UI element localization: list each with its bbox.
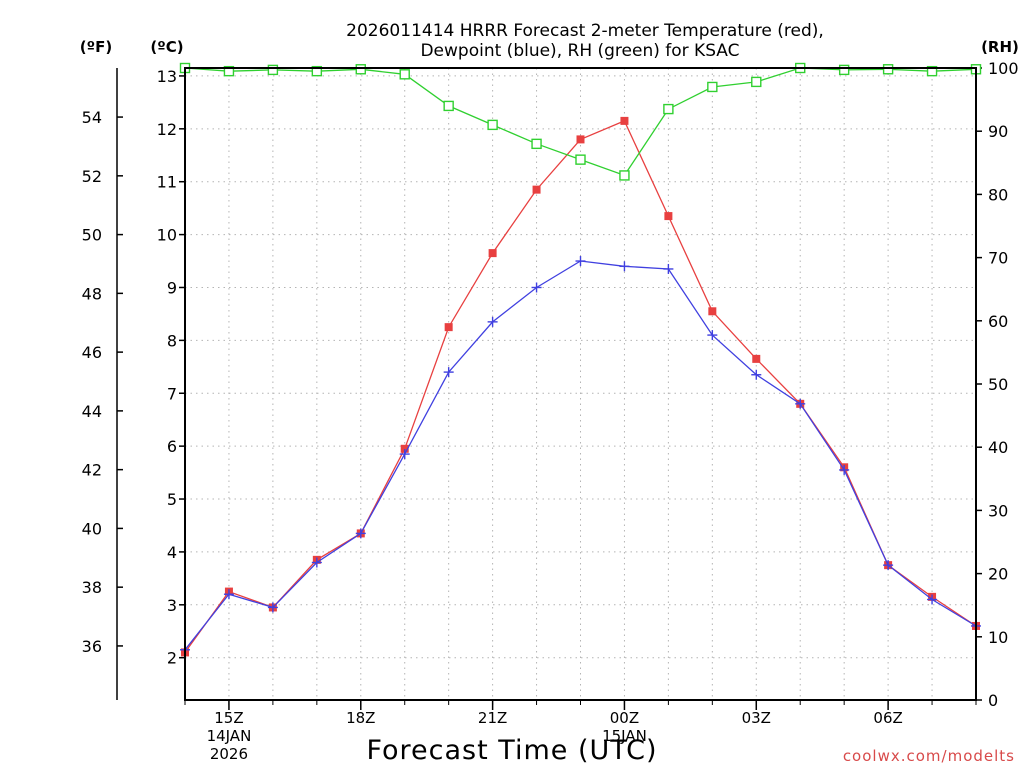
celsius-tick-label: 12: [157, 120, 177, 139]
rh-point: [355, 64, 366, 75]
x-tick-label: 06Z: [873, 709, 902, 727]
fahrenheit-tick-label: 48: [82, 284, 102, 303]
x-tick-label: 00Z: [610, 709, 639, 727]
fahrenheit-tick-label: 46: [82, 343, 102, 362]
credit-label: coolwx.com/modelts: [843, 747, 1015, 765]
rh-tick-label: 60: [988, 312, 1008, 331]
rh-point: [838, 64, 850, 76]
rh-point: [311, 65, 323, 77]
rh-point: [663, 103, 674, 115]
rh-tick-label: 0: [988, 691, 998, 710]
temperature-point: [576, 135, 585, 144]
rh-point: [531, 138, 542, 150]
dewpoint-point: [355, 528, 366, 539]
x-tick-year: 2026: [210, 745, 248, 763]
rh-tick-label: 10: [988, 628, 1008, 647]
dewpoint-point: [443, 367, 454, 378]
fahrenheit-tick-label: 54: [82, 108, 102, 127]
x-tick-label: 15Z: [214, 709, 243, 727]
temperature-point: [488, 249, 497, 258]
rh-point: [751, 76, 762, 88]
x-tick-label: 21Z: [478, 709, 507, 727]
rh-point: [575, 154, 586, 165]
temperature-point: [708, 307, 717, 316]
rh-tick-label: 90: [988, 122, 1008, 141]
fahrenheit-tick-label: 52: [82, 167, 102, 186]
fahrenheit-tick-label: 44: [82, 402, 102, 421]
celsius-tick-label: 10: [157, 226, 177, 245]
rh-point: [223, 65, 235, 77]
rh-point: [443, 100, 454, 112]
rh-point: [267, 64, 279, 76]
celsius-unit-label: (ºC): [150, 38, 183, 56]
temperature-point: [664, 212, 673, 221]
rh-tick-label: 50: [988, 375, 1008, 394]
celsius-tick-label: 13: [157, 67, 177, 86]
rh-point: [487, 119, 498, 131]
temperature-point: [620, 116, 629, 125]
celsius-tick-label: 5: [167, 490, 177, 509]
celsius-tick-label: 11: [157, 173, 177, 192]
x-tick-date: 14JAN: [207, 727, 252, 745]
rh-point: [882, 64, 894, 75]
dewpoint-point: [707, 330, 718, 341]
dewpoint-point: [883, 560, 894, 571]
fahrenheit-tick-label: 36: [82, 637, 102, 656]
rh-tick-label: 100: [988, 59, 1019, 78]
dewpoint-point: [663, 263, 674, 274]
celsius-tick-label: 4: [167, 543, 177, 562]
rh-tick-label: 20: [988, 565, 1008, 584]
fahrenheit-tick-label: 38: [82, 578, 102, 597]
chart-title-line2: Dewpoint (blue), RH (green) for KSAC: [420, 41, 739, 61]
celsius-tick-label: 7: [167, 384, 177, 403]
rh-tick-label: 80: [988, 185, 1008, 204]
rh-point: [619, 170, 630, 181]
fahrenheit-tick-label: 42: [82, 461, 102, 480]
celsius-tick-label: 9: [167, 278, 177, 297]
dewpoint-point: [795, 398, 806, 409]
x-axis-title: Forecast Time (UTC): [366, 735, 657, 766]
temperature-point: [752, 354, 761, 363]
fahrenheit-unit-label: (ºF): [80, 38, 112, 56]
rh-point: [399, 69, 410, 80]
dewpoint-point: [575, 256, 586, 267]
rh-point: [707, 81, 718, 93]
dewpoint-point: [927, 594, 938, 605]
dewpoint-point: [267, 602, 278, 613]
temperature-point: [400, 444, 409, 453]
x-tick-label: 03Z: [742, 709, 771, 727]
chart-title-line1: 2026011414 HRRR Forecast 2-meter Tempera…: [346, 21, 824, 41]
celsius-tick-label: 6: [167, 437, 177, 456]
x-tick-date: 15JAN: [602, 727, 647, 745]
rh-unit-label: (RH): [981, 38, 1019, 56]
temperature-point: [532, 185, 541, 194]
fahrenheit-tick-label: 50: [82, 226, 102, 245]
plot-frame: [184, 67, 977, 701]
rh-tick-label: 30: [988, 501, 1008, 520]
dewpoint-point: [751, 369, 762, 380]
dewpoint-point: [839, 464, 850, 475]
dewpoint-point: [487, 316, 498, 327]
celsius-tick-label: 3: [167, 596, 177, 615]
x-tick-label: 18Z: [346, 709, 375, 727]
dewpoint-point: [399, 449, 410, 460]
temperature-point: [444, 323, 453, 332]
dewpoint-point: [619, 261, 630, 272]
dewpoint-point: [311, 557, 322, 568]
dewpoint-point: [531, 282, 542, 293]
celsius-tick-label: 2: [167, 649, 177, 668]
celsius-tick-label: 8: [167, 331, 177, 350]
data-series: [179, 62, 982, 657]
axis-ticks: 2 3 4 5 6 7 8 9 10 11 12 13 36 38 40 42 44 46 48 50 52 54 0 10 2…: [82, 59, 1019, 763]
fahrenheit-tick-label: 40: [82, 519, 102, 538]
dewpoint-point: [223, 589, 234, 600]
rh-point: [926, 65, 938, 77]
rh-tick-label: 70: [988, 249, 1008, 268]
rh-tick-label: 40: [988, 438, 1008, 457]
